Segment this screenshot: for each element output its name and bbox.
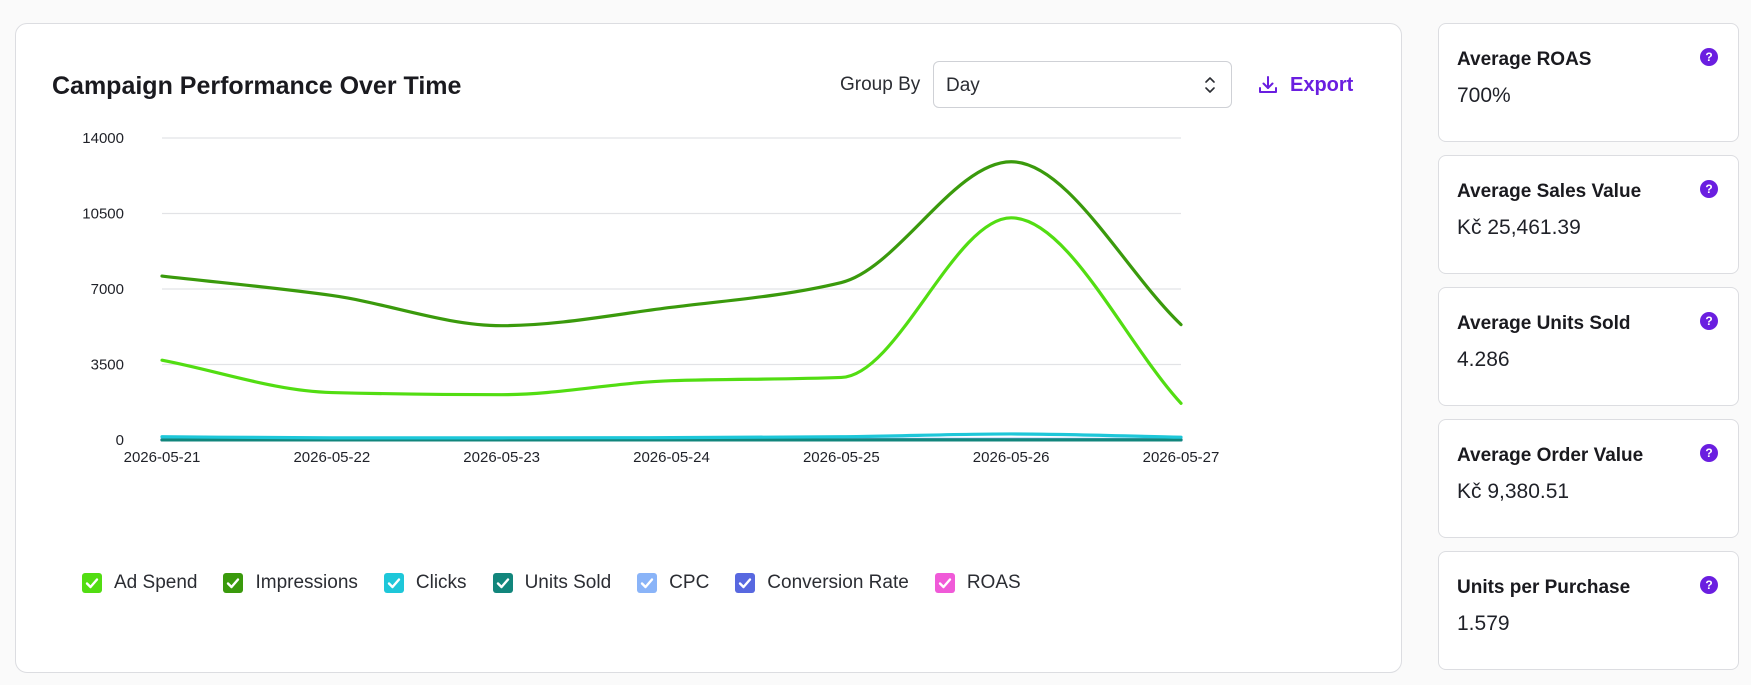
- y-tick-label: 10500: [82, 206, 124, 223]
- series-line-impressions: [160, 160, 1183, 328]
- chart-title: Campaign Performance Over Time: [52, 72, 462, 100]
- checkbox-checked-icon: [934, 573, 955, 593]
- checkbox-checked-icon: [82, 573, 102, 593]
- legend-item-impressions[interactable]: Impressions: [223, 572, 358, 594]
- legend-label: Ad Spend: [114, 572, 198, 593]
- legend-label: ROAS: [966, 572, 1021, 593]
- legend-label: Units Sold: [524, 572, 612, 593]
- x-axis-ticks: 2026-05-21 2026-05-22 2026-05-23 2026-05-24…: [124, 449, 1220, 466]
- x-tick-label: 2026-05-24: [633, 449, 710, 466]
- legend-label: Impressions: [255, 572, 358, 593]
- stat-label: Average Sales Value: [1457, 181, 1642, 202]
- y-tick-label: 3500: [91, 357, 124, 374]
- x-tick-label: 2026-05-22: [293, 449, 370, 466]
- y-tick-label: 0: [116, 432, 124, 449]
- x-tick-label: 2026-05-26: [973, 449, 1050, 466]
- help-icon[interactable]: ?: [1700, 312, 1718, 330]
- help-icon[interactable]: ?: [1700, 444, 1718, 462]
- legend-item-cpc[interactable]: CPC: [637, 572, 709, 594]
- checkbox-checked-icon: [637, 573, 658, 593]
- chevron-up-down-icon: [1205, 77, 1215, 93]
- stat-card-average-roas: Average ROAS 700%?: [1438, 23, 1739, 142]
- series-line-ad-spend: [160, 216, 1183, 405]
- stat-value: 1.579: [1457, 612, 1510, 635]
- stat-label: Average Order Value: [1457, 445, 1644, 466]
- y-axis-ticks: 0 3500 7000 10500 14000: [82, 130, 124, 449]
- x-tick-label: 2026-05-21: [124, 449, 201, 466]
- help-icon[interactable]: ?: [1700, 576, 1718, 594]
- legend-item-clicks[interactable]: Clicks: [383, 572, 467, 594]
- legend-item-roas[interactable]: ROAS: [934, 572, 1021, 594]
- series-lines: [160, 160, 1183, 442]
- export-button[interactable]: Export: [1256, 68, 1353, 102]
- chart-legend: Ad Spend Impressions Clicks Units Sold CPC Co…: [82, 572, 1021, 594]
- help-icon[interactable]: ?: [1700, 48, 1718, 66]
- legend-label: CPC: [669, 572, 710, 593]
- legend-item-conversion-rate[interactable]: Conversion Rate: [735, 572, 909, 594]
- legend-item-units-sold[interactable]: Units Sold: [492, 572, 612, 594]
- group-by-selected-value: Day: [946, 75, 980, 96]
- x-tick-label: 2026-05-27: [1143, 449, 1220, 466]
- stat-label: Average ROAS: [1457, 49, 1592, 70]
- line-chart: 0 3500 7000 10500 14000 2026-05-21 2026-05-22…: [82, 130, 1220, 466]
- legend-item-ad-spend[interactable]: Ad Spend: [82, 572, 197, 594]
- download-icon: [1259, 76, 1277, 93]
- group-by-label: Group By: [840, 74, 921, 95]
- checkbox-checked-icon: [223, 573, 244, 593]
- y-tick-label: 14000: [82, 130, 124, 147]
- series-line-clicks: [160, 432, 1183, 440]
- stat-card-average-order-value: Average Order Value Kč 9,380.51?: [1438, 419, 1739, 538]
- help-icon[interactable]: ?: [1700, 180, 1718, 198]
- legend-label: Conversion Rate: [767, 572, 909, 593]
- stat-value: Kč 9,380.51: [1457, 480, 1570, 503]
- stat-value: 700%: [1457, 84, 1511, 107]
- stat-card-average-sales-value: Average Sales Value Kč 25,461.39?: [1438, 155, 1739, 274]
- x-tick-label: 2026-05-23: [463, 449, 540, 466]
- export-label: Export: [1290, 73, 1354, 96]
- stat-card-units-per-purchase: Units per Purchase 1.579?: [1438, 551, 1739, 670]
- x-tick-label: 2026-05-25: [803, 449, 880, 466]
- stat-card-average-units-sold: Average Units Sold 4.286?: [1438, 287, 1739, 406]
- stat-label: Units per Purchase: [1457, 577, 1631, 598]
- group-by-select[interactable]: Day: [933, 61, 1232, 108]
- stat-label: Average Units Sold: [1457, 313, 1631, 334]
- campaign-performance-card: Campaign Performance Over Time Group By …: [15, 23, 1402, 673]
- checkbox-checked-icon: [492, 573, 513, 593]
- grid: [162, 137, 1181, 441]
- stat-value: 4.286: [1457, 348, 1510, 371]
- legend-label: Clicks: [415, 572, 467, 593]
- stat-value: Kč 25,461.39: [1457, 216, 1581, 239]
- y-tick-label: 7000: [91, 281, 124, 298]
- checkbox-checked-icon: [735, 573, 756, 593]
- checkbox-checked-icon: [383, 573, 404, 593]
